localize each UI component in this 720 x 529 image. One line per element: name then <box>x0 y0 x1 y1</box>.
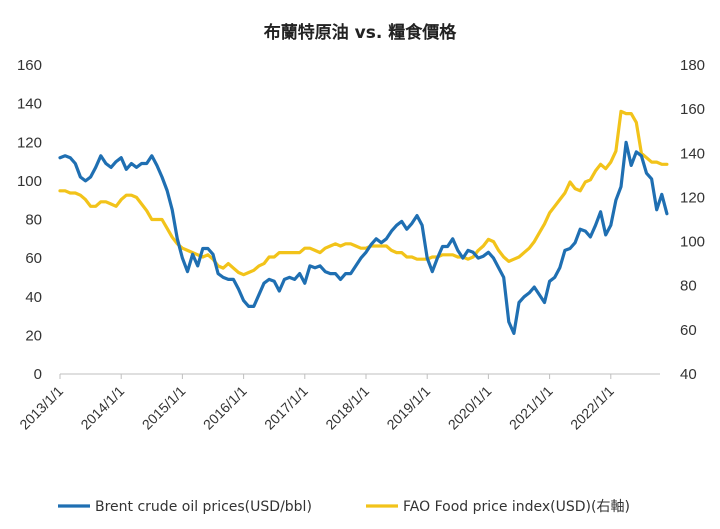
legend-label: Brent crude oil prices(USD/bbl) <box>95 499 312 515</box>
y-tick-label: 0 <box>34 366 42 383</box>
x-tick-label: 2017/1/1 <box>261 383 311 433</box>
y-tick-label: 20 <box>25 327 42 344</box>
x-tick-label: 2019/1/1 <box>383 383 433 433</box>
y2-tick-label: 60 <box>680 322 697 339</box>
right-axis-labels: 40 60 80 100 120 140 160 180 <box>680 57 705 383</box>
y-tick-label: 160 <box>17 57 42 74</box>
y2-tick-label: 120 <box>680 189 705 206</box>
x-tick-label: 2016/1/1 <box>200 383 250 433</box>
plot-lines <box>58 109 669 335</box>
brent-oil-line <box>58 140 669 335</box>
x-tick-label: 2018/1/1 <box>322 383 372 433</box>
x-tick-label: 2013/1/1 <box>16 383 66 433</box>
x-tick-label: 2022/1/1 <box>567 383 617 433</box>
x-tick-label: 2020/1/1 <box>445 383 495 433</box>
chart-title: 布蘭特原油 vs. 糧食價格 <box>264 22 457 43</box>
x-tick-label: 2014/1/1 <box>77 383 127 433</box>
x-tick-label: 2021/1/1 <box>506 383 556 433</box>
legend: Brent crude oil prices(USD/bbl) FAO Food … <box>58 499 630 515</box>
fao-food-index-line <box>58 109 669 277</box>
y2-tick-label: 140 <box>680 145 705 162</box>
y-tick-label: 40 <box>25 289 42 306</box>
y2-tick-label: 40 <box>680 366 697 383</box>
x-tick-label: 2015/1/1 <box>139 383 189 433</box>
y-tick-label: 80 <box>25 212 42 229</box>
x-axis: 2013/1/1 2014/1/1 2015/1/1 2016/1/1 2017/1/1… <box>16 373 660 433</box>
y2-tick-label: 160 <box>680 101 705 118</box>
legend-label: FAO Food price index(USD)(右軸) <box>403 499 630 515</box>
y-tick-label: 120 <box>17 134 42 151</box>
y-tick-label: 140 <box>17 96 42 113</box>
y-tick-label: 100 <box>17 173 42 190</box>
y2-tick-label: 180 <box>680 57 705 74</box>
y-tick-label: 60 <box>25 250 42 267</box>
left-axis-labels: 0 20 40 60 80 100 120 140 160 <box>17 57 42 383</box>
y2-tick-label: 80 <box>680 278 697 295</box>
y2-tick-label: 100 <box>680 234 705 251</box>
